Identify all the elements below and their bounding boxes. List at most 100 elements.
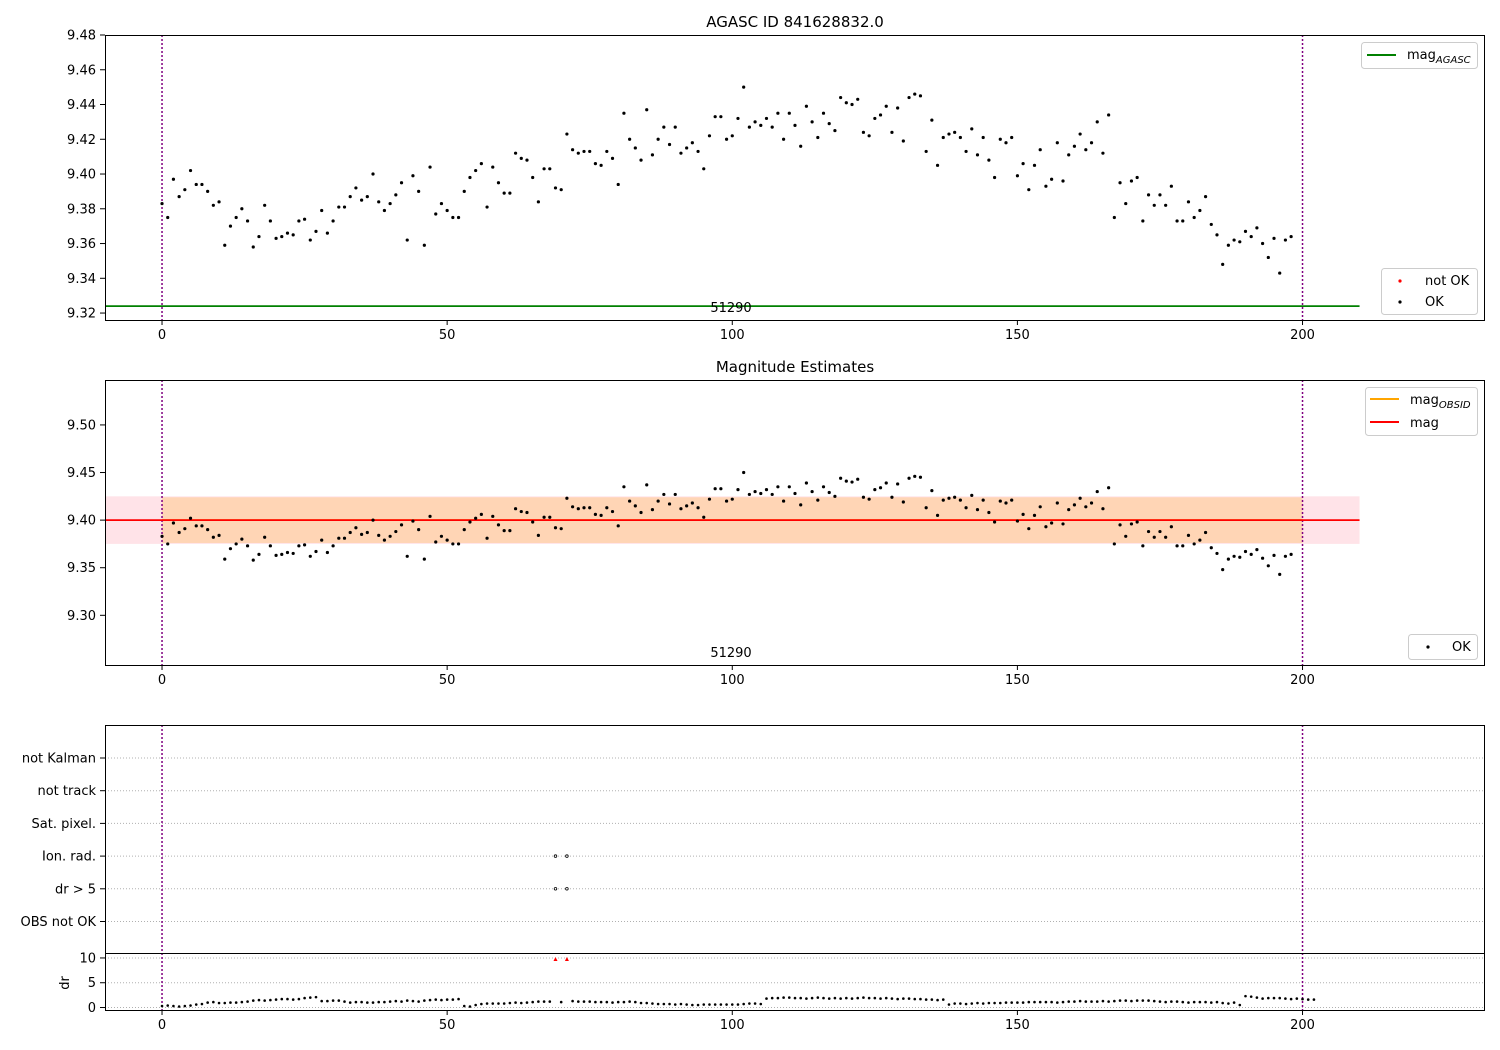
ok-point: [245, 219, 250, 223]
ok-point: [588, 149, 592, 154]
ok-point: [1164, 535, 1168, 539]
dr-point: [354, 1000, 358, 1004]
dr-point: [212, 1000, 215, 1004]
dr-point: [1084, 1000, 1088, 1003]
dr-point: [291, 998, 295, 1001]
dr-point: [388, 1000, 392, 1003]
ok-point: [217, 533, 221, 537]
ok-point: [1238, 555, 1242, 559]
ok-point: [206, 189, 210, 194]
ok-point: [930, 489, 934, 493]
dr-point: [286, 997, 289, 1001]
ok-point: [1261, 241, 1265, 246]
ok-point: [1141, 219, 1145, 223]
ok-point: [799, 144, 803, 148]
ok-point: [1164, 203, 1168, 207]
ok-point: [377, 533, 381, 537]
ok-point: [508, 191, 512, 195]
ok-point: [297, 544, 301, 548]
ok-point: [764, 488, 769, 492]
ok-point: [650, 508, 655, 512]
ok-point: [970, 493, 974, 497]
dr-point: [206, 1001, 209, 1004]
ok-point: [1118, 181, 1122, 185]
ok-point: [1095, 489, 1099, 494]
ok-point: [223, 557, 227, 561]
dr-point: [1016, 1001, 1019, 1004]
dr-point: [331, 999, 335, 1002]
ok-point: [816, 498, 820, 502]
ok-point: [576, 507, 580, 511]
dr-point: [1078, 999, 1082, 1003]
ok-point: [331, 219, 335, 223]
y-tick-label: 9.48: [67, 29, 96, 44]
ok-point: [1021, 512, 1025, 517]
ok-point: [770, 125, 774, 129]
ok-point: [918, 94, 923, 98]
ok-point: [1084, 148, 1088, 152]
ok-point: [428, 165, 432, 169]
dr-point: [314, 995, 318, 999]
ok-point: [947, 132, 951, 136]
dr-point: [1056, 1001, 1059, 1004]
dr-point: [998, 1001, 1002, 1005]
panel-flags-frame: [105, 725, 1485, 1011]
dr-point: [725, 1003, 728, 1006]
dr-point: [1215, 1000, 1219, 1004]
dr-point: [542, 1000, 546, 1003]
ok-point: [548, 167, 552, 171]
ok-point: [405, 554, 409, 558]
ok-point: [371, 518, 375, 522]
ok-point: [1072, 144, 1077, 148]
ok-point: [394, 193, 398, 197]
dr-point: [691, 1003, 694, 1007]
ok-point: [633, 146, 637, 150]
ok-point: [223, 243, 227, 247]
dr-flagged-point: [564, 956, 569, 961]
ok-point: [1249, 552, 1253, 556]
ok-point: [445, 538, 449, 542]
ok-point: [724, 137, 729, 141]
ok-point: [525, 158, 529, 162]
dr-point: [748, 1002, 751, 1005]
ok-point: [884, 481, 888, 485]
ok-point: [188, 516, 193, 520]
ok-point: [314, 549, 318, 554]
x-tick-label: 50: [439, 1018, 456, 1033]
ok-point: [918, 475, 923, 479]
panel-mag-frame: [105, 380, 1485, 666]
ok-point: [759, 123, 763, 127]
ok-point: [913, 474, 917, 478]
ok-point: [1010, 135, 1014, 140]
ok-point: [599, 513, 603, 517]
ok-point: [240, 207, 244, 211]
dr-point: [959, 1002, 962, 1005]
ok-point: [1169, 184, 1173, 188]
dr-point: [445, 998, 449, 1001]
dr-point: [1135, 999, 1139, 1002]
ok-point: [251, 245, 255, 249]
ok-point: [1181, 544, 1185, 548]
ok-point: [1175, 544, 1179, 548]
dr-point: [1306, 998, 1310, 1001]
ok-point: [1249, 234, 1253, 239]
ok-point: [479, 161, 483, 166]
dr-point: [742, 1002, 745, 1006]
dr-point: [1095, 1000, 1099, 1003]
dr-point: [730, 1003, 734, 1006]
dr-point: [845, 996, 848, 1000]
dr-point: [474, 1003, 477, 1007]
ok-point: [268, 219, 272, 223]
ok-point: [1038, 148, 1042, 152]
legend-ok-label: OK: [1425, 295, 1444, 310]
dr-point: [1278, 996, 1282, 1000]
dr-point: [1038, 1000, 1042, 1004]
ok-point: [559, 188, 563, 192]
x-tick-label: 200: [1290, 673, 1315, 688]
x-tick-label: 150: [1005, 1018, 1030, 1033]
dr-point: [559, 1000, 563, 1004]
ok-point: [867, 134, 871, 138]
dr-point: [303, 996, 306, 1000]
dr-point: [936, 998, 939, 1002]
flag-category-label: OBS not OK: [21, 915, 97, 930]
